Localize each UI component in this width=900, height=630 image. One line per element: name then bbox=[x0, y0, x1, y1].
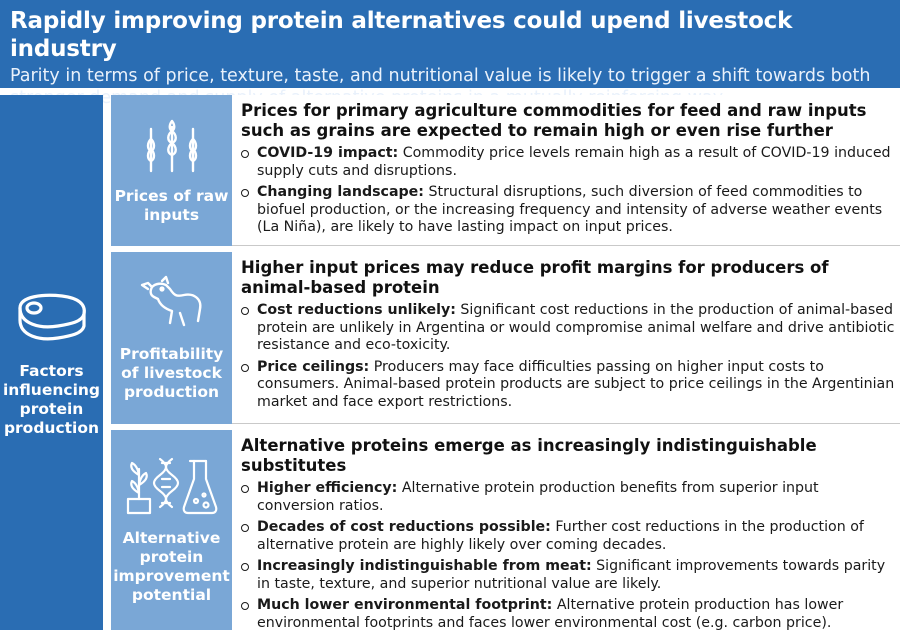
category-prices-raw-inputs: Prices of raw inputs bbox=[111, 95, 232, 246]
cow-icon bbox=[140, 275, 204, 335]
factors-label: Factors influencing protein production bbox=[2, 361, 101, 437]
bullet-icon bbox=[241, 524, 249, 532]
bullet-icon bbox=[241, 485, 249, 493]
bullet-icon bbox=[241, 563, 249, 571]
page-title: Rapidly improving protein alternatives c… bbox=[10, 8, 793, 62]
meat-steak-icon bbox=[10, 288, 94, 356]
bullet-item: Cost reductions unlikely: Significant co… bbox=[241, 302, 896, 355]
content-alternative-protein: Alternative proteins emerge as increasin… bbox=[232, 430, 900, 630]
category-label: Alternative protein improvement potentia… bbox=[113, 529, 230, 604]
bullet-icon bbox=[241, 602, 249, 610]
section-heading: Alternative proteins emerge as increasin… bbox=[241, 436, 817, 475]
bullet-item: Price ceilings: Producers may face diffi… bbox=[241, 359, 896, 412]
bullet-item: COVID-19 impact: Commodity price levels … bbox=[241, 145, 896, 180]
factors-panel: Factors influencing protein production bbox=[0, 95, 103, 630]
bullet-item: Changing landscape: Structural disruptio… bbox=[241, 184, 896, 237]
section-heading: Prices for primary agriculture commoditi… bbox=[241, 101, 867, 140]
bullet-icon bbox=[241, 150, 249, 158]
category-alternative-protein: Alternative protein improvement potentia… bbox=[111, 430, 232, 630]
bullet-item: Higher efficiency: Alternative protein p… bbox=[241, 480, 896, 515]
bullet-icon bbox=[241, 189, 249, 197]
header-banner: Rapidly improving protein alternatives c… bbox=[0, 0, 900, 108]
category-label: Profitability of livestock production bbox=[119, 344, 224, 401]
row-profitability: Profitability of livestock production Hi… bbox=[111, 252, 900, 424]
category-profitability: Profitability of livestock production bbox=[111, 252, 232, 424]
bullet-icon bbox=[241, 363, 249, 372]
content-prices-raw-inputs: Prices for primary agriculture commoditi… bbox=[232, 95, 900, 246]
bullet-item: Decades of cost reductions possible: Fur… bbox=[241, 519, 896, 554]
row-prices-raw-inputs: Prices of raw inputs Prices for primary … bbox=[111, 95, 900, 246]
section-heading: Higher input prices may reduce profit ma… bbox=[241, 258, 829, 297]
row-alternative-protein: Alternative protein improvement potentia… bbox=[111, 430, 900, 630]
bullet-item: Much lower environmental footprint: Alte… bbox=[241, 597, 896, 630]
bullet-item: Increasingly indistinguishable from meat… bbox=[241, 558, 896, 593]
plant-dna-flask-icon bbox=[124, 455, 220, 519]
content-profitability: Higher input prices may reduce profit ma… bbox=[232, 252, 900, 424]
category-label: Prices of raw inputs bbox=[114, 186, 229, 224]
bullet-icon bbox=[241, 307, 249, 315]
wheat-icon bbox=[141, 117, 203, 177]
